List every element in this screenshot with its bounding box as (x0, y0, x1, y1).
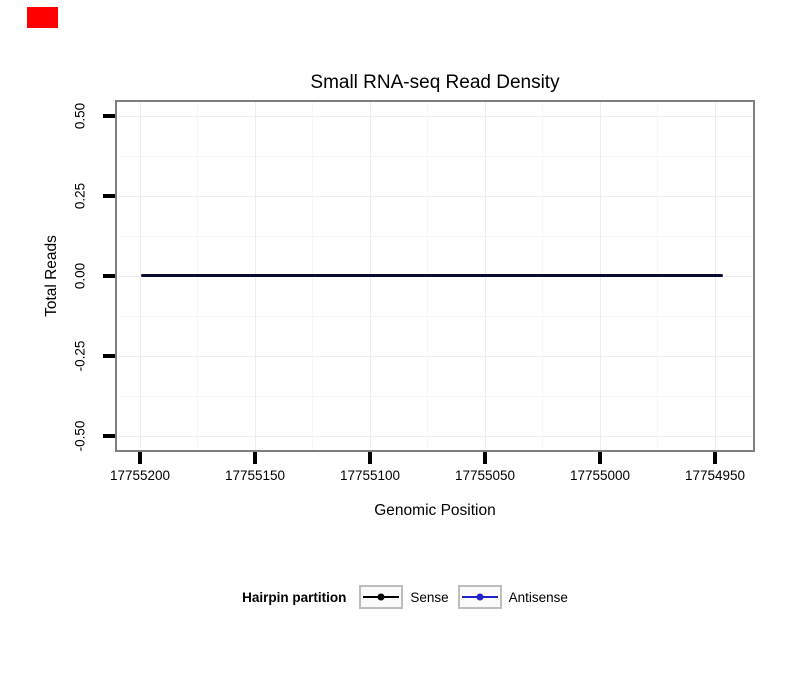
y-tick-label: 0.50 (72, 102, 88, 130)
x-tick (483, 452, 487, 464)
x-tick (713, 452, 717, 464)
legend-key-dot-sense (377, 593, 385, 601)
gridline-h-minor (117, 396, 753, 397)
legend: Hairpin partition Sense Antisense (0, 583, 810, 611)
y-tick (103, 434, 115, 438)
legend-key-sense (359, 585, 404, 609)
x-tick-label: 17755100 (339, 468, 401, 483)
legend-key-dot-antisense (476, 593, 484, 601)
gridline-h-major (117, 196, 753, 197)
legend-item-sense: Sense (359, 585, 449, 609)
legend-item-antisense: Antisense (457, 585, 568, 609)
y-tick-label: -0.50 (72, 420, 88, 452)
chart-title: Small RNA-seq Read Density (310, 72, 560, 93)
x-tick-label: 17755200 (109, 468, 171, 483)
plot-panel (115, 100, 755, 452)
y-tick (103, 114, 115, 118)
gridline-v-major (140, 102, 141, 450)
y-tick (103, 274, 115, 278)
x-tick (253, 452, 257, 464)
x-tick (138, 452, 142, 464)
y-tick (103, 194, 115, 198)
gridline-h-minor (117, 156, 753, 157)
x-tick (598, 452, 602, 464)
x-tick-label: 17755150 (224, 468, 286, 483)
series-line-sense (141, 274, 723, 277)
x-tick (368, 452, 372, 464)
gridline-h-minor (117, 236, 753, 237)
gridline-h-major (117, 436, 753, 437)
y-tick-label: 0.00 (72, 262, 88, 290)
x-tick-label: 17755000 (569, 468, 631, 483)
legend-key-antisense (457, 585, 502, 609)
y-tick (103, 354, 115, 358)
y-tick-label: -0.25 (72, 340, 88, 372)
red-marker (27, 7, 58, 28)
gridline-h-major (117, 116, 753, 117)
legend-title: Hairpin partition (242, 589, 347, 605)
x-tick-label: 17754950 (684, 468, 746, 483)
legend-label-sense: Sense (410, 589, 449, 605)
x-axis-title: Genomic Position (374, 502, 496, 519)
y-tick-label: 0.25 (72, 182, 88, 210)
legend-label-antisense: Antisense (508, 589, 568, 605)
x-tick-label: 17755050 (454, 468, 516, 483)
gridline-h-major (117, 356, 753, 357)
gridline-h-minor (117, 316, 753, 317)
y-axis-title: Total Reads (43, 235, 60, 317)
